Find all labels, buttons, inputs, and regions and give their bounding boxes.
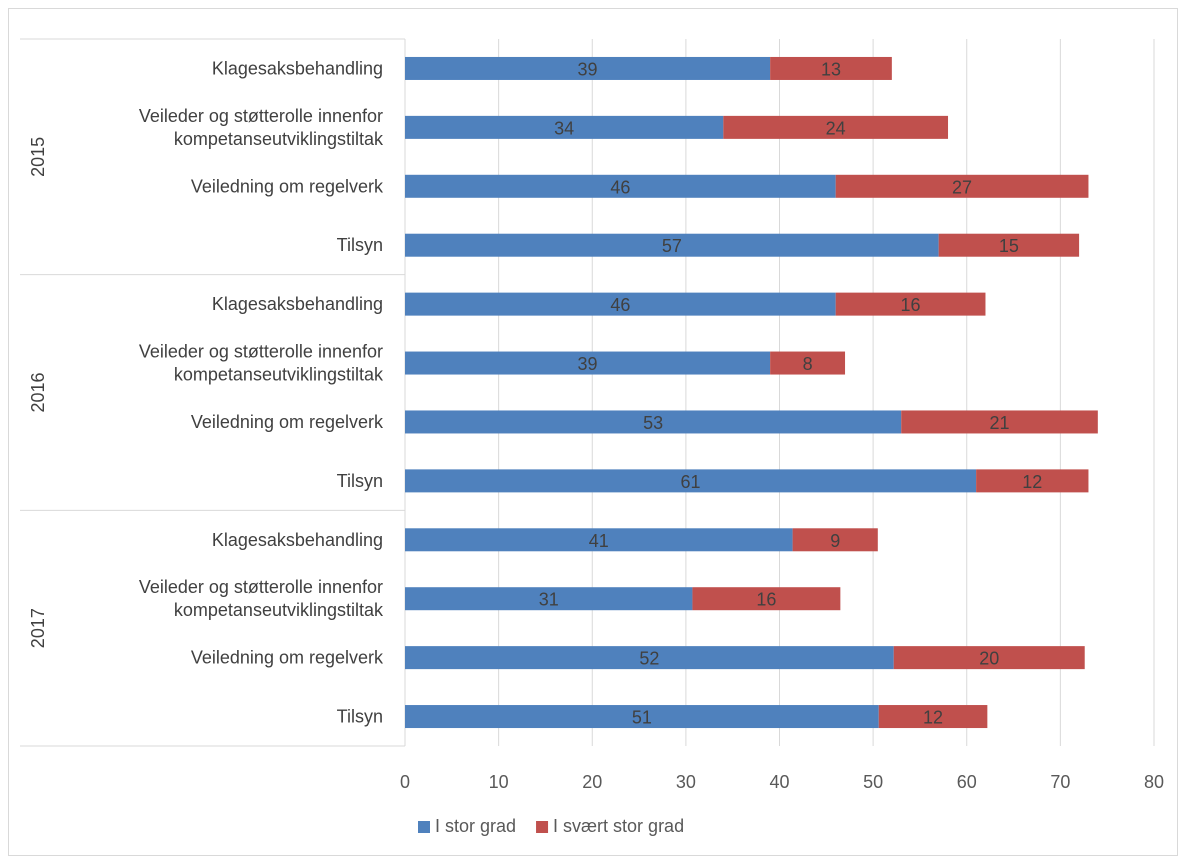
data-label: 21 xyxy=(990,413,1010,433)
x-tick-label: 30 xyxy=(676,772,696,792)
bar-segment xyxy=(405,469,977,493)
chart-frame xyxy=(8,8,1178,856)
bar-segment xyxy=(405,351,771,375)
x-tick-label: 80 xyxy=(1144,772,1164,792)
data-label: 12 xyxy=(923,708,943,728)
x-tick-labels: 0 10 20 30 40 50 60 70 80 xyxy=(400,772,1164,792)
group-label: 2016 xyxy=(28,372,48,412)
bar-segment xyxy=(835,174,1089,198)
data-label: 12 xyxy=(1022,472,1042,492)
bar-segment xyxy=(835,292,986,316)
bar-segment xyxy=(405,56,771,80)
bar-segment xyxy=(405,233,939,257)
x-tick-label: 20 xyxy=(582,772,602,792)
category-label: Tilsyn xyxy=(337,707,383,727)
bar-segment xyxy=(770,351,846,375)
category-axis xyxy=(20,38,406,747)
category-label: kompetanseutviklingstiltak xyxy=(174,600,384,620)
category-label: Klagesaksbehandling xyxy=(212,530,383,550)
data-labels: 39 13 34 24 46 27 57 15 46 16 39 8 53 21 61 12 41 9 31 16 52… xyxy=(539,59,1043,727)
bar-segment xyxy=(405,587,693,611)
category-labels: Klagesaksbehandling Veileder og støtterol… xyxy=(139,58,384,726)
x-tick-label: 40 xyxy=(769,772,789,792)
data-label: 31 xyxy=(539,590,559,610)
bar-segment xyxy=(878,705,988,729)
gridlines xyxy=(498,39,1155,746)
data-label: 27 xyxy=(952,177,972,197)
bar-segment xyxy=(405,115,724,139)
category-label: Veiledning om regelverk xyxy=(191,176,384,196)
category-label: kompetanseutviklingstiltak xyxy=(174,129,384,149)
bar-segment xyxy=(938,233,1080,257)
bar-segment xyxy=(770,56,892,80)
data-label: 46 xyxy=(610,295,630,315)
legend: I stor grad I svært stor grad xyxy=(418,816,684,836)
bar-segment xyxy=(976,469,1089,493)
data-label: 57 xyxy=(662,236,682,256)
data-label: 13 xyxy=(821,59,841,79)
x-tick-label: 60 xyxy=(957,772,977,792)
category-label: Veileder og støtterolle innenfor xyxy=(139,577,383,597)
data-label: 20 xyxy=(979,649,999,669)
bar-segment xyxy=(405,174,836,198)
bar-segment xyxy=(901,410,1098,434)
category-label: Klagesaksbehandling xyxy=(212,294,383,314)
bar-segment xyxy=(792,528,878,552)
data-label: 39 xyxy=(578,59,598,79)
data-label: 52 xyxy=(639,649,659,669)
category-label: Veileder og støtterolle innenfor xyxy=(139,342,383,362)
legend-swatch xyxy=(536,821,549,833)
data-label: 61 xyxy=(681,472,701,492)
data-label: 16 xyxy=(756,590,776,610)
bar-segment xyxy=(405,292,836,316)
bar-segment xyxy=(405,646,894,670)
bar-segment xyxy=(893,646,1085,670)
category-label: Veiledning om regelverk xyxy=(191,412,384,432)
bar-segment xyxy=(405,528,793,552)
bar-segment xyxy=(405,705,879,729)
category-label: Klagesaksbehandling xyxy=(212,58,383,78)
x-tick-label: 50 xyxy=(863,772,883,792)
data-label: 24 xyxy=(826,118,846,138)
data-label: 41 xyxy=(589,531,609,551)
x-tick-label: 10 xyxy=(489,772,509,792)
bar-segment xyxy=(723,115,949,139)
data-label: 16 xyxy=(901,295,921,315)
group-labels: 2015 2016 2017 xyxy=(28,137,48,648)
bar-segment xyxy=(405,410,902,434)
data-label: 39 xyxy=(578,354,598,374)
bars xyxy=(405,56,1098,729)
group-label: 2017 xyxy=(28,608,48,648)
legend-label: I svært stor grad xyxy=(553,816,684,836)
data-label: 51 xyxy=(632,708,652,728)
legend-swatch xyxy=(418,821,430,833)
data-label: 15 xyxy=(999,236,1019,256)
x-tick-label: 70 xyxy=(1050,772,1070,792)
category-label: kompetanseutviklingstiltak xyxy=(174,365,384,385)
data-label: 9 xyxy=(830,531,840,551)
bar-segment xyxy=(692,587,841,611)
category-label: Veileder og støtterolle innenfor xyxy=(139,106,383,126)
category-label: Veiledning om regelverk xyxy=(191,648,384,668)
data-label: 8 xyxy=(803,354,813,374)
data-label: 34 xyxy=(554,118,574,138)
data-label: 53 xyxy=(643,413,663,433)
category-label: Tilsyn xyxy=(337,235,383,255)
group-label: 2015 xyxy=(28,137,48,177)
data-label: 46 xyxy=(610,177,630,197)
category-label: Tilsyn xyxy=(337,471,383,491)
legend-label: I stor grad xyxy=(435,816,516,836)
x-tick-label: 0 xyxy=(400,772,410,792)
